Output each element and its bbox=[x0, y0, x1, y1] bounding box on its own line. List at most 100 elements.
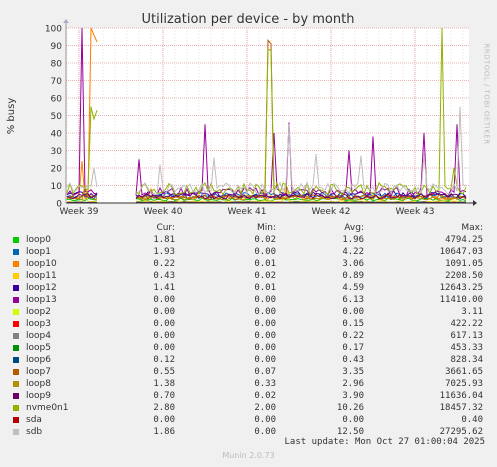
legend-swatch bbox=[13, 345, 19, 351]
legend-cur-value: 0.70 bbox=[153, 391, 175, 401]
legend-swatch bbox=[13, 321, 19, 327]
legend-swatch bbox=[13, 369, 19, 375]
munin-version: Munin 2.0.73 bbox=[222, 451, 275, 460]
legend-min-value: 0.00 bbox=[254, 427, 276, 437]
legend-cur-value: 0.00 bbox=[153, 295, 175, 305]
legend-series-name: sdb bbox=[26, 427, 43, 437]
legend-max-value: 453.33 bbox=[450, 343, 483, 353]
legend-avg-value: 3.90 bbox=[342, 391, 364, 401]
legend-row-sda: sda 0.00 0.00 0.00 0.40 bbox=[0, 414, 497, 426]
y-axis-arrow bbox=[63, 19, 69, 23]
legend-row-loop7: loop7 0.55 0.07 3.35 3661.65 bbox=[0, 366, 497, 378]
legend-min-value: 0.02 bbox=[254, 391, 276, 401]
legend-min-value: 0.00 bbox=[254, 343, 276, 353]
rrdtool-watermark: RRDTOOL / TOBI OETIKER bbox=[482, 43, 491, 145]
x-tick-label: Week 42 bbox=[312, 207, 351, 217]
series-line-sdb bbox=[66, 106, 467, 196]
legend-min-value: 0.00 bbox=[254, 307, 276, 317]
legend-row-sdb: sdb 1.86 0.00 12.50 27295.62 bbox=[0, 426, 497, 438]
legend-min-value: 0.00 bbox=[254, 355, 276, 365]
legend-max-value: 4794.25 bbox=[445, 235, 483, 245]
legend-min-value: 0.00 bbox=[254, 247, 276, 257]
legend-row-loop13: loop13 0.00 0.00 6.13 11410.00 bbox=[0, 294, 497, 306]
legend-series-name: sda bbox=[26, 415, 42, 425]
y-tick-label: 70 bbox=[51, 77, 63, 87]
legend-swatch bbox=[13, 309, 19, 315]
legend-min-value: 0.00 bbox=[254, 319, 276, 329]
legend-col-avg: Avg: bbox=[344, 223, 364, 233]
legend-swatch bbox=[13, 381, 19, 387]
x-tick-label: Week 40 bbox=[144, 207, 183, 217]
legend-min-value: 0.01 bbox=[254, 283, 276, 293]
legend-row-loop0: loop0 1.81 0.02 1.96 4794.25 bbox=[0, 234, 497, 246]
legend-col-min: Min: bbox=[256, 223, 276, 233]
legend-row-loop12: loop12 1.41 0.01 4.59 12643.25 bbox=[0, 282, 497, 294]
legend-series-name: loop10 bbox=[26, 259, 57, 269]
legend-series-name: loop9 bbox=[26, 391, 51, 401]
legend-avg-value: 0.00 bbox=[342, 415, 364, 425]
legend-max-value: 0.40 bbox=[461, 415, 483, 425]
legend-avg-value: 1.96 bbox=[342, 235, 364, 245]
chart-title: Utilization per device - by month bbox=[142, 12, 355, 27]
legend-swatch bbox=[13, 417, 19, 423]
legend-series-name: loop11 bbox=[26, 271, 57, 281]
legend-swatch bbox=[13, 237, 19, 243]
legend-cur-value: 1.81 bbox=[153, 235, 175, 245]
legend-row-loop5: loop5 0.00 0.00 0.17 453.33 bbox=[0, 342, 497, 354]
legend-series-name: loop4 bbox=[26, 331, 51, 341]
x-tick-label: Week 41 bbox=[228, 207, 267, 217]
legend-series-name: loop0 bbox=[26, 235, 51, 245]
legend-cur-value: 0.00 bbox=[153, 343, 175, 353]
legend-swatch bbox=[13, 333, 19, 339]
legend-col-max: Max: bbox=[461, 223, 483, 233]
legend-series-name: nvme0n1 bbox=[26, 403, 69, 413]
legend-max-value: 11636.04 bbox=[439, 391, 483, 401]
legend-max-value: 3.11 bbox=[461, 307, 483, 317]
legend-avg-value: 4.22 bbox=[342, 247, 364, 257]
legend-cur-value: 1.93 bbox=[153, 247, 175, 257]
legend-max-value: 422.22 bbox=[450, 319, 483, 329]
legend-swatch bbox=[13, 273, 19, 279]
legend-max-value: 12643.25 bbox=[439, 283, 483, 293]
legend-row-loop10: loop10 0.22 0.01 3.06 1091.05 bbox=[0, 258, 497, 270]
legend-avg-value: 12.50 bbox=[336, 427, 364, 437]
legend-swatch bbox=[13, 357, 19, 363]
legend-avg-value: 6.13 bbox=[342, 295, 364, 305]
legend-row-nvme0n1: nvme0n1 2.80 2.00 10.26 18457.32 bbox=[0, 402, 497, 414]
legend-series-name: loop2 bbox=[26, 307, 51, 317]
legend-swatch bbox=[13, 297, 19, 303]
y-tick-label: 100 bbox=[45, 25, 62, 35]
y-tick-label: 30 bbox=[51, 147, 63, 157]
legend-max-value: 10647.03 bbox=[439, 247, 483, 257]
legend-cur-value: 1.38 bbox=[153, 379, 175, 389]
last-update: Last update: Mon Oct 27 01:00:04 2025 bbox=[284, 437, 485, 447]
legend-max-value: 11410.00 bbox=[439, 295, 483, 305]
legend-row-loop1: loop1 1.93 0.00 4.22 10647.03 bbox=[0, 246, 497, 258]
y-tick-label: 60 bbox=[51, 95, 63, 105]
legend-row-loop3: loop3 0.00 0.00 0.15 422.22 bbox=[0, 318, 497, 330]
legend-row-loop11: loop11 0.43 0.02 0.89 2208.50 bbox=[0, 270, 497, 282]
legend-swatch bbox=[13, 429, 19, 435]
y-tick-label: 80 bbox=[51, 60, 63, 70]
legend-cur-value: 0.00 bbox=[153, 307, 175, 317]
legend-cur-value: 0.43 bbox=[153, 271, 175, 281]
legend-cur-value: 0.22 bbox=[153, 259, 175, 269]
x-axis-arrow bbox=[473, 200, 477, 206]
y-axis-label: % busy bbox=[6, 98, 17, 135]
legend-max-value: 27295.62 bbox=[439, 427, 483, 437]
legend-header: Cur: Min: Avg: Max: bbox=[0, 222, 497, 234]
y-tick-label: 90 bbox=[51, 42, 63, 52]
legend-avg-value: 0.17 bbox=[342, 343, 364, 353]
legend-min-value: 0.01 bbox=[254, 259, 276, 269]
legend-series-name: loop7 bbox=[26, 367, 51, 377]
legend-min-value: 0.02 bbox=[254, 235, 276, 245]
legend-min-value: 0.07 bbox=[254, 367, 276, 377]
legend-cur-value: 2.80 bbox=[153, 403, 175, 413]
legend-max-value: 2208.50 bbox=[445, 271, 483, 281]
y-tick-label: 10 bbox=[51, 182, 63, 192]
legend-swatch bbox=[13, 261, 19, 267]
legend-series-name: loop1 bbox=[26, 247, 51, 257]
legend-cur-value: 0.00 bbox=[153, 319, 175, 329]
legend-avg-value: 4.59 bbox=[342, 283, 364, 293]
legend-avg-value: 3.06 bbox=[342, 259, 364, 269]
